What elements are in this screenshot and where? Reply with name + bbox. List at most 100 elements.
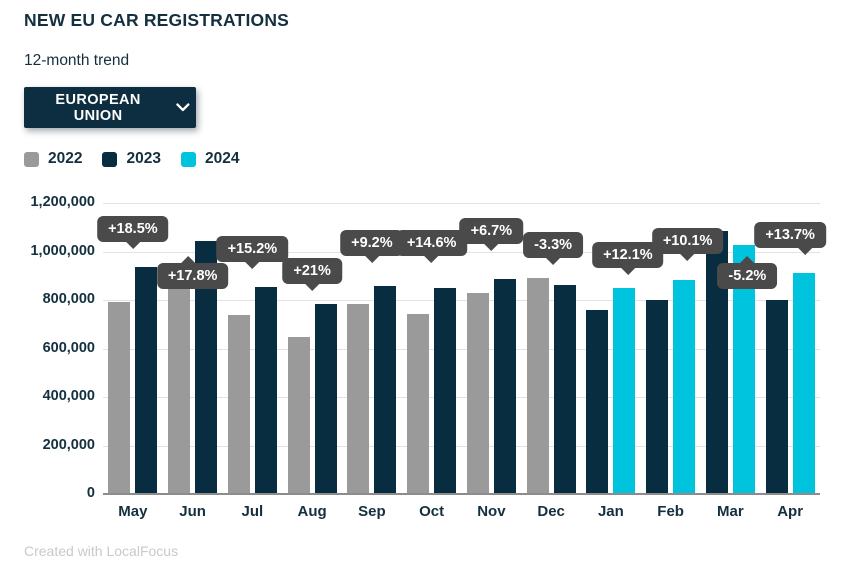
tooltip-label: +18.5% — [108, 221, 158, 237]
bar-2022-oct[interactable] — [407, 313, 430, 494]
tooltip-label: +21% — [293, 263, 331, 279]
change-tooltip: +18.5% — [97, 216, 169, 249]
bar-2022-may[interactable] — [108, 302, 131, 494]
bar-2022-sep[interactable] — [347, 303, 370, 494]
tooltip-label: +10.1% — [662, 233, 713, 249]
bar-2023-aug[interactable] — [314, 303, 337, 494]
legend-swatch — [180, 151, 196, 167]
y-axis-label: 0 — [86, 485, 95, 501]
legend-swatch — [24, 151, 39, 167]
attribution-text: Created with LocalFocus — [24, 543, 179, 559]
bar-2023-oct[interactable] — [434, 287, 457, 494]
change-tooltip: +17.8% — [156, 256, 229, 289]
tooltip-label: +9.2% — [351, 235, 393, 251]
region-dropdown[interactable]: EUROPEAN UNION — [24, 87, 196, 128]
bar-2024-mar[interactable] — [732, 244, 755, 494]
y-axis-label: 400,000 — [42, 388, 95, 404]
x-axis-label: May — [118, 503, 148, 520]
tooltip-pointer-icon — [305, 284, 320, 291]
tooltip-pointer-icon — [181, 256, 196, 263]
bar-2023-jun[interactable] — [195, 241, 218, 494]
change-tooltip: +12.1% — [592, 242, 664, 275]
bar-2024-apr[interactable] — [792, 273, 815, 494]
tooltip-pointer-icon — [484, 244, 499, 251]
bar-2023-apr[interactable] — [765, 299, 788, 494]
x-axis-label: Jun — [179, 503, 206, 520]
x-axis-line — [103, 493, 820, 495]
tooltip-pointer-icon — [364, 256, 379, 263]
gridline — [103, 203, 820, 204]
x-axis-label: Mar — [717, 503, 744, 520]
change-tooltip: -5.2% — [717, 256, 778, 289]
bar-2023-may[interactable] — [135, 267, 158, 494]
legend-swatch — [102, 151, 118, 167]
x-axis-label: Sep — [358, 503, 386, 520]
tooltip-label: -3.3% — [534, 237, 573, 253]
y-axis-label: 1,200,000 — [30, 194, 95, 210]
bar-2023-dec[interactable] — [553, 284, 576, 494]
y-axis-label: 1,000,000 — [30, 242, 95, 259]
tooltip-label: +6.7% — [470, 223, 513, 239]
change-tooltip: +6.7% — [459, 218, 524, 251]
bar-2024-feb[interactable] — [673, 280, 696, 494]
tooltip-pointer-icon — [424, 256, 439, 263]
change-tooltip: +15.2% — [216, 236, 289, 269]
page-title: NEW EU CAR REGISTRATIONS — [24, 10, 290, 30]
change-tooltip: +10.1% — [651, 228, 724, 261]
bar-2023-jan[interactable] — [586, 310, 609, 494]
tooltip-label: +15.2% — [227, 241, 278, 257]
bar-2023-feb[interactable] — [646, 300, 669, 494]
x-axis-label: Feb — [657, 503, 684, 520]
legend-label: 2022 — [48, 150, 83, 167]
tooltip-label: +12.1% — [603, 247, 653, 263]
y-axis-label: 600,000 — [42, 339, 95, 356]
tooltip-label: +13.7% — [765, 227, 815, 243]
legend-item-2022: 2022 — [24, 150, 82, 168]
change-tooltip: +13.7% — [754, 222, 826, 255]
tooltip-label: +17.8% — [167, 268, 218, 284]
bar-2024-jan[interactable] — [613, 287, 636, 494]
x-axis-label: Aug — [297, 503, 327, 520]
change-tooltip: -3.3% — [523, 232, 584, 265]
bar-2022-nov[interactable] — [466, 292, 489, 494]
x-axis-label: Dec — [537, 503, 565, 520]
tooltip-pointer-icon — [125, 242, 140, 249]
legend-item-2024: 2024 — [180, 150, 240, 168]
change-tooltip: +21% — [282, 258, 342, 291]
gridline — [103, 397, 820, 398]
bar-2022-jul[interactable] — [227, 314, 250, 494]
bar-2023-nov[interactable] — [493, 279, 516, 494]
gridline — [103, 300, 820, 301]
bar-2023-mar[interactable] — [705, 231, 728, 494]
tooltip-pointer-icon — [546, 258, 561, 265]
legend-item-2023: 2023 — [102, 150, 161, 168]
legend-label: 2023 — [126, 150, 161, 167]
bar-2023-sep[interactable] — [374, 286, 397, 494]
y-axis-label: 800,000 — [42, 291, 95, 307]
bar-2022-aug[interactable] — [287, 336, 310, 494]
legend-label: 2024 — [204, 150, 240, 167]
tooltip-pointer-icon — [245, 262, 260, 269]
chart-subtitle: 12-month trend — [24, 52, 130, 69]
y-axis-label: 200,000 — [42, 436, 95, 453]
bar-2022-dec[interactable] — [526, 277, 549, 494]
tooltip-pointer-icon — [798, 248, 813, 255]
tooltip-pointer-icon — [620, 268, 635, 275]
gridline — [103, 348, 820, 350]
x-axis-label: Jul — [241, 503, 264, 520]
tooltip-pointer-icon — [680, 254, 695, 261]
x-axis-label: Jan — [597, 503, 624, 520]
change-tooltip: +9.2% — [340, 230, 404, 263]
bar-2022-jun[interactable] — [168, 279, 191, 494]
tooltip-label: -5.2% — [728, 268, 767, 284]
bar-2023-jul[interactable] — [254, 287, 277, 494]
tooltip-pointer-icon — [740, 256, 755, 263]
change-tooltip: +14.6% — [395, 230, 468, 263]
gridline — [103, 445, 820, 447]
x-axis-label: Oct — [419, 503, 445, 520]
tooltip-label: +14.6% — [406, 235, 457, 251]
chevron-down-icon — [176, 103, 190, 112]
region-dropdown-label: EUROPEAN UNION — [55, 91, 141, 124]
